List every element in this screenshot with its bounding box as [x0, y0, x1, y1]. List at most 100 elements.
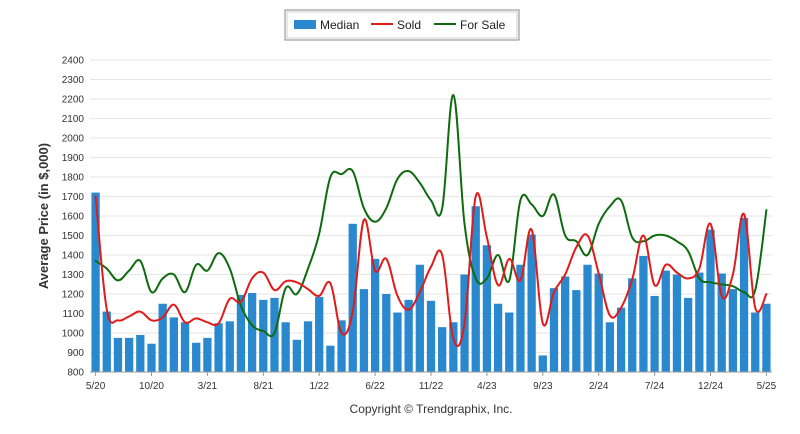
median-bar [628, 278, 637, 372]
copyright-text: Copyright © Trendgraphix, Inc. [350, 402, 513, 416]
y-tick-label: 1900 [62, 153, 85, 164]
x-tick-label: 3/21 [198, 381, 218, 392]
y-tick-label: 1700 [62, 192, 85, 203]
x-tick-label: 6/22 [365, 381, 385, 392]
median-bar [572, 290, 581, 372]
legend: Median Sold For Sale [284, 9, 520, 41]
median-bar [717, 273, 726, 372]
median-bar [728, 289, 738, 372]
median-bar [259, 299, 268, 372]
y-tick-label: 1600 [62, 212, 85, 223]
y-tick-label: 1000 [62, 329, 85, 340]
y-axis-label: Average Price (in $,000) [36, 143, 51, 289]
lines [94, 94, 768, 348]
median-bar [516, 264, 525, 372]
median-bar [91, 192, 100, 372]
median-bar [505, 312, 514, 372]
y-tick-label: 1100 [62, 309, 84, 320]
x-tick-label: 2/24 [589, 381, 609, 392]
median-bar [404, 299, 413, 372]
y-tick-label: 800 [67, 368, 84, 379]
legend-forsale-label: For Sale [460, 18, 506, 32]
x-tick-label: 4/23 [477, 381, 497, 392]
median-bar [695, 272, 704, 372]
median-bar [292, 339, 301, 372]
median-bar [549, 288, 559, 372]
y-tick-label: 900 [67, 348, 84, 359]
y-tick-label: 2300 [62, 75, 85, 86]
legend-box [284, 9, 520, 41]
median-bar [203, 337, 212, 372]
median-bar [672, 274, 682, 372]
x-tick-label: 12/24 [698, 381, 723, 392]
x-tick-label: 10/20 [139, 381, 164, 392]
median-bar [247, 293, 257, 372]
median-bar [639, 255, 648, 372]
median-bar [359, 289, 369, 372]
median-bar [561, 276, 570, 372]
median-bar [214, 323, 223, 372]
median-bar [605, 322, 615, 372]
median-bar [471, 206, 480, 372]
y-tick-label: 2400 [62, 56, 85, 67]
median-bar [482, 245, 492, 372]
x-tick-label: 8/21 [254, 381, 274, 392]
median-bars [91, 192, 771, 372]
median-bar [337, 320, 346, 372]
median-bar [438, 327, 447, 372]
y-axis-ticks: 800 900 1000 1100 1200 1300 1400 1500 1600 1700 18… [62, 56, 85, 379]
y-tick-label: 2100 [62, 114, 85, 125]
median-bar [382, 294, 391, 372]
median-bar [225, 321, 234, 372]
y-tick-label: 1200 [62, 290, 85, 301]
y-tick-label: 1800 [62, 173, 85, 184]
median-bar [326, 345, 335, 372]
median-bar [124, 337, 134, 372]
x-tick-label: 5/25 [757, 381, 777, 392]
median-bar [650, 295, 659, 372]
median-bar [616, 307, 626, 372]
median-bar [158, 303, 167, 372]
median-bar [236, 294, 246, 372]
y-tick-label: 1500 [62, 231, 85, 242]
sold-line [94, 192, 768, 348]
legend-median-swatch [294, 20, 316, 29]
y-tick-label: 2000 [62, 134, 85, 145]
median-bar [281, 322, 290, 372]
median-bar [739, 217, 749, 372]
x-tick-label: 5/20 [86, 381, 106, 392]
median-bar [415, 264, 424, 372]
legend-median-label: Median [320, 18, 359, 32]
median-bar [426, 300, 436, 372]
median-bar [762, 303, 771, 372]
median-bar [147, 343, 156, 372]
median-bar [102, 311, 111, 372]
for-sale-line [94, 94, 768, 338]
median-bar [370, 258, 380, 372]
median-bar [393, 312, 402, 372]
median-bar [583, 264, 592, 372]
median-bar [684, 297, 693, 372]
x-tick-label: 1/22 [309, 381, 329, 392]
x-axis-ticks: 5/20 10/20 3/21 8/21 1/22 6/22 11/22 4/23 9/23 2/… [86, 372, 777, 392]
median-bar [594, 273, 603, 372]
median-bar [449, 322, 458, 372]
median-bar [751, 312, 760, 372]
median-bar [180, 322, 190, 372]
median-bar [192, 342, 201, 372]
median-bar [169, 317, 178, 372]
y-tick-label: 1300 [62, 270, 85, 281]
median-bar [348, 223, 357, 372]
median-bar [136, 334, 145, 372]
median-bar [661, 270, 670, 372]
median-bar [706, 229, 715, 372]
y-tick-label: 2200 [62, 95, 85, 106]
median-bar [113, 337, 123, 372]
median-bar [493, 303, 503, 372]
legend-sold-label: Sold [397, 18, 421, 32]
x-tick-label: 9/23 [533, 381, 553, 392]
median-bar [303, 321, 313, 372]
legend-inner-border [286, 11, 518, 39]
median-bar [538, 355, 547, 372]
